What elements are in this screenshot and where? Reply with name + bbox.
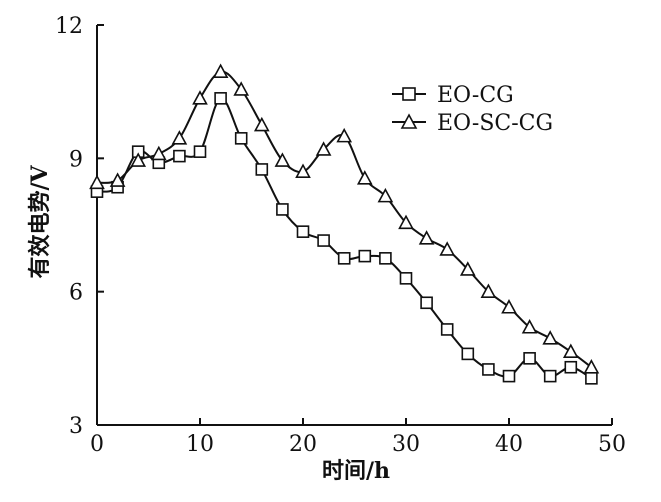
x-tick-label: 0 — [90, 432, 104, 457]
y-tick-label: 9 — [69, 147, 83, 172]
data-point-square — [482, 363, 495, 376]
data-point-triangle — [253, 116, 270, 132]
data-point-triangle — [212, 63, 229, 78]
data-point-square — [379, 252, 392, 265]
data-point-square — [523, 352, 536, 365]
y-tick-label: 12 — [55, 14, 83, 39]
legend-label-eo-sc-cg: EO-SC-CG — [437, 111, 553, 136]
legend-label-eo-cg: EO-CG — [437, 83, 514, 108]
data-point-triangle — [192, 90, 208, 105]
data-point-triangle — [377, 187, 394, 203]
data-point-triangle — [89, 174, 105, 190]
data-point-square — [461, 347, 475, 361]
data-point-triangle — [480, 283, 497, 298]
data-point-triangle — [295, 163, 311, 178]
data-point-triangle — [233, 81, 250, 96]
y-axis-title: 有效电势/V — [27, 165, 53, 279]
data-point-square — [358, 249, 372, 263]
data-point-square — [502, 369, 516, 383]
data-point-triangle — [501, 299, 517, 314]
data-point-triangle — [562, 343, 579, 358]
legend-marker-square — [402, 87, 416, 101]
data-point-square — [234, 132, 248, 145]
data-point-square — [296, 225, 310, 238]
data-point-square — [173, 149, 186, 163]
series-layer — [89, 63, 600, 385]
series-eo-sc-cg — [89, 63, 600, 374]
data-point-square — [276, 203, 289, 216]
x-tick-label: 30 — [392, 432, 420, 457]
data-point-triangle — [398, 214, 414, 230]
x-ticks: 0 10 20 30 40 50 — [90, 418, 626, 457]
data-point-triangle — [418, 230, 435, 245]
data-point-square — [399, 272, 413, 285]
x-tick-label: 20 — [289, 432, 317, 457]
data-point-square — [543, 369, 557, 383]
x-tick-label: 50 — [598, 432, 626, 457]
data-point-triangle — [274, 152, 291, 167]
data-point-triangle — [459, 261, 476, 276]
data-point-triangle — [130, 152, 147, 167]
data-point-triangle — [356, 170, 373, 185]
legend-marker-triangle — [400, 113, 418, 129]
data-point-square — [564, 360, 578, 374]
data-point-square — [440, 323, 454, 336]
data-point-square — [214, 92, 227, 105]
y-tick-label: 6 — [69, 281, 83, 306]
x-axis-title: 时间/h — [322, 458, 390, 484]
series-eo-cg — [90, 92, 598, 385]
data-point-square — [317, 234, 330, 247]
x-tick-label: 10 — [186, 432, 214, 457]
data-point-triangle — [109, 172, 126, 187]
data-point-square — [420, 296, 433, 310]
data-point-triangle — [150, 145, 167, 161]
data-point-triangle — [583, 359, 600, 374]
data-point-square — [337, 252, 351, 265]
data-point-triangle — [171, 130, 188, 145]
data-point-triangle — [542, 330, 559, 345]
data-point-square — [585, 372, 598, 385]
axes — [96, 25, 612, 426]
y-tick-label: 3 — [69, 414, 83, 439]
y-ticks: 3 6 9 12 — [55, 14, 104, 439]
data-point-triangle — [336, 127, 353, 143]
data-point-square — [193, 145, 207, 158]
x-tick-label: 40 — [495, 432, 523, 457]
data-point-triangle — [315, 141, 332, 156]
legend: EO-CG EO-SC-CG — [392, 83, 553, 136]
data-point-square — [255, 163, 269, 176]
data-point-triangle — [439, 241, 456, 256]
data-point-triangle — [521, 319, 538, 334]
